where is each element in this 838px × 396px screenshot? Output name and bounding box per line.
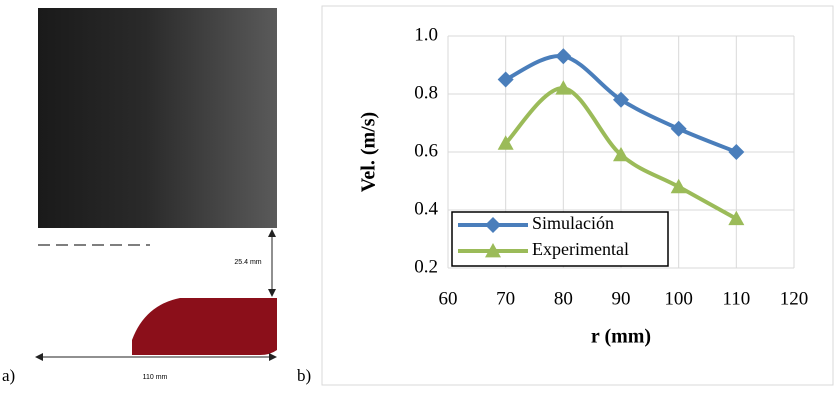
x-tick-label: 70 [496,288,515,309]
legend-label: Experimental [532,239,629,259]
x-tick-label: 110 [722,288,750,309]
legend-marker [485,217,501,233]
x-tick-label: 100 [664,288,693,309]
x-tick-label: 120 [780,288,809,309]
y-tick-label: 1.0 [414,24,438,45]
red-shape [132,298,277,355]
chart-border [321,5,834,386]
y-tick-label: 0.2 [414,256,438,277]
y-tick-label: 0.8 [414,82,438,103]
x-tick-label: 80 [554,288,573,309]
data-point [497,135,514,150]
data-point [670,120,687,137]
x-tick-label: 90 [612,288,631,309]
simulation-image [38,8,277,228]
data-point [497,71,514,88]
x-tick-label: 60 [439,288,458,309]
height-label: 25.4 mm [234,259,261,266]
data-point [555,80,572,95]
data-point [670,178,687,194]
panel-label: b) [297,366,311,385]
x-axis-title: r (mm) [591,326,651,348]
data-point [728,210,745,226]
y-tick-label: 0.4 [414,198,438,219]
y-tick-label: 0.6 [414,140,438,161]
data-point [613,146,629,162]
data-point [613,91,629,108]
width-label: 110 mm [143,374,168,381]
panel-a: 25.4 mm 110 mm a) [2,8,277,385]
legend-label: Simulación [532,213,614,233]
chart: 0.2 0.4 0.6 0.8 1.0 60 70 80 90 100 110 120 r (mm) Ve… [358,24,809,347]
panel-label: a) [2,366,15,385]
legend-marker [485,243,501,258]
y-axis-title: Vel. (m/s) [358,112,380,192]
data-point [555,48,572,65]
data-point [728,144,745,160]
